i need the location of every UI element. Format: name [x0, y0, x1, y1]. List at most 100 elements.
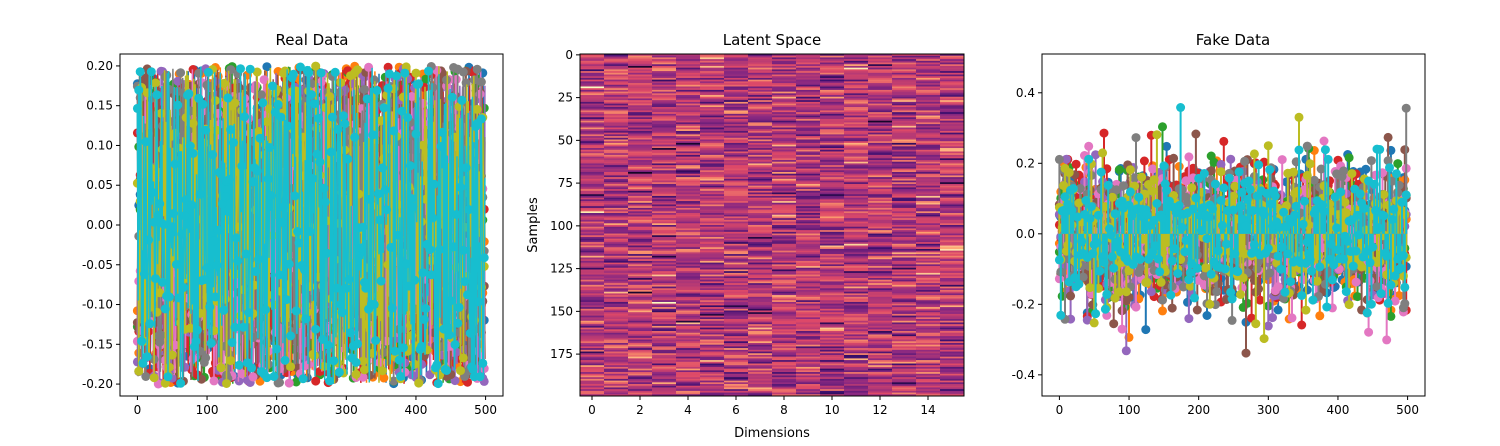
heatmap-cell	[652, 103, 677, 106]
heatmap-cell	[676, 146, 701, 149]
heatmap-cell	[892, 264, 917, 267]
heatmap-cell	[892, 144, 917, 147]
heatmap-cell	[652, 226, 677, 229]
heatmap-cell	[796, 83, 821, 86]
heatmap-cell	[628, 307, 653, 310]
heatmap-cell	[820, 278, 845, 281]
heatmap-cell	[652, 289, 677, 293]
heatmap-cell	[916, 89, 941, 93]
heatmap-cell	[748, 93, 773, 96]
heatmap-cell	[748, 279, 773, 282]
heatmap-cell	[700, 308, 725, 311]
heatmap-cell	[772, 199, 797, 202]
heatmap-cell	[796, 67, 821, 70]
heatmap-cell	[772, 255, 797, 258]
heatmap-cell	[892, 65, 917, 69]
heatmap-cell	[700, 279, 725, 282]
heatmap-cell	[844, 69, 869, 72]
heatmap-cell	[796, 134, 821, 137]
heatmap-cell	[580, 223, 605, 226]
heatmap-cell	[892, 113, 917, 116]
heatmap-cell	[628, 243, 653, 246]
heatmap-cell	[772, 173, 797, 176]
heatmap-cell	[844, 65, 869, 69]
heatmap-cell	[844, 93, 869, 96]
heatmap-cell	[844, 213, 869, 216]
heatmap-cell	[580, 57, 605, 60]
heatmap-cell	[628, 195, 653, 199]
heatmap-cell	[748, 165, 773, 168]
heatmap-cell	[796, 233, 821, 236]
heatmap-cell	[676, 279, 701, 282]
heatmap-cell	[676, 201, 701, 204]
heatmap-cell	[676, 211, 701, 214]
real-data-point	[333, 125, 343, 134]
real-data-point	[251, 267, 261, 276]
real-data-point	[457, 95, 467, 105]
heatmap-cell	[724, 96, 749, 99]
heatmap-cell	[604, 136, 629, 139]
heatmap-cell	[844, 284, 869, 287]
heatmap-cell	[604, 216, 629, 219]
heatmap-cell	[868, 236, 893, 240]
real-data-point	[284, 378, 294, 388]
heatmap-cell	[796, 295, 821, 298]
heatmap-cell	[700, 228, 725, 231]
heatmap-cell	[916, 219, 941, 222]
heatmap-cell	[892, 201, 917, 204]
heatmap-cell	[940, 303, 965, 306]
heatmap-cell	[820, 202, 845, 205]
real-data-point	[199, 275, 209, 285]
heatmap-cell	[580, 130, 605, 134]
heatmap-cell	[628, 202, 653, 205]
heatmap-cell	[724, 81, 749, 84]
heatmap-cell	[652, 279, 677, 282]
heatmap-cell	[628, 238, 653, 241]
heatmap-cell	[892, 197, 917, 200]
heatmap-cell	[604, 153, 629, 156]
heatmap-cell	[628, 158, 653, 161]
heatmap-cell	[940, 257, 965, 260]
heatmap-cell	[820, 54, 845, 57]
heatmap-cell	[940, 197, 965, 200]
heatmap-cell	[796, 308, 821, 311]
heatmap-cell	[724, 289, 749, 293]
heatmap-cell	[628, 271, 653, 274]
heatmap-cell	[724, 170, 749, 173]
heatmap-cell	[676, 226, 701, 229]
heatmap-cell	[628, 187, 653, 190]
heatmap-cell	[892, 296, 917, 299]
heatmap-cell	[652, 62, 677, 65]
heatmap-cell	[580, 173, 605, 176]
heatmap-cell	[724, 86, 749, 89]
heatmap-cell	[916, 303, 941, 306]
heatmap-cell	[940, 312, 965, 315]
heatmap-cell	[868, 118, 893, 122]
heatmap-cell	[820, 125, 845, 128]
heatmap-cell	[724, 298, 749, 301]
heatmap-cell	[580, 312, 605, 315]
heatmap-cell	[916, 206, 941, 209]
heatmap-cell	[604, 281, 629, 284]
heatmap-cell	[700, 283, 725, 286]
heatmap-cell	[604, 144, 629, 147]
heatmap-cell	[676, 312, 701, 315]
heatmap-cell	[868, 175, 893, 178]
heatmap-cell	[940, 283, 965, 286]
heatmap-cell	[820, 136, 845, 139]
heatmap-cell	[604, 74, 629, 77]
heatmap-cell	[796, 137, 821, 140]
heatmap-cell	[580, 254, 605, 257]
heatmap-cell	[940, 161, 965, 164]
heatmap-cell	[748, 137, 773, 140]
heatmap-cell	[844, 194, 869, 197]
heatmap-cell	[652, 54, 677, 57]
heatmap-cell	[628, 154, 653, 157]
heatmap-cell	[652, 267, 677, 270]
heatmap-cell	[772, 209, 797, 212]
real-data-point	[275, 378, 284, 387]
heatmap-cell	[700, 127, 725, 130]
heatmap-cell	[604, 100, 629, 103]
heatmap-cell	[580, 202, 605, 205]
heatmap-cell	[748, 195, 773, 199]
